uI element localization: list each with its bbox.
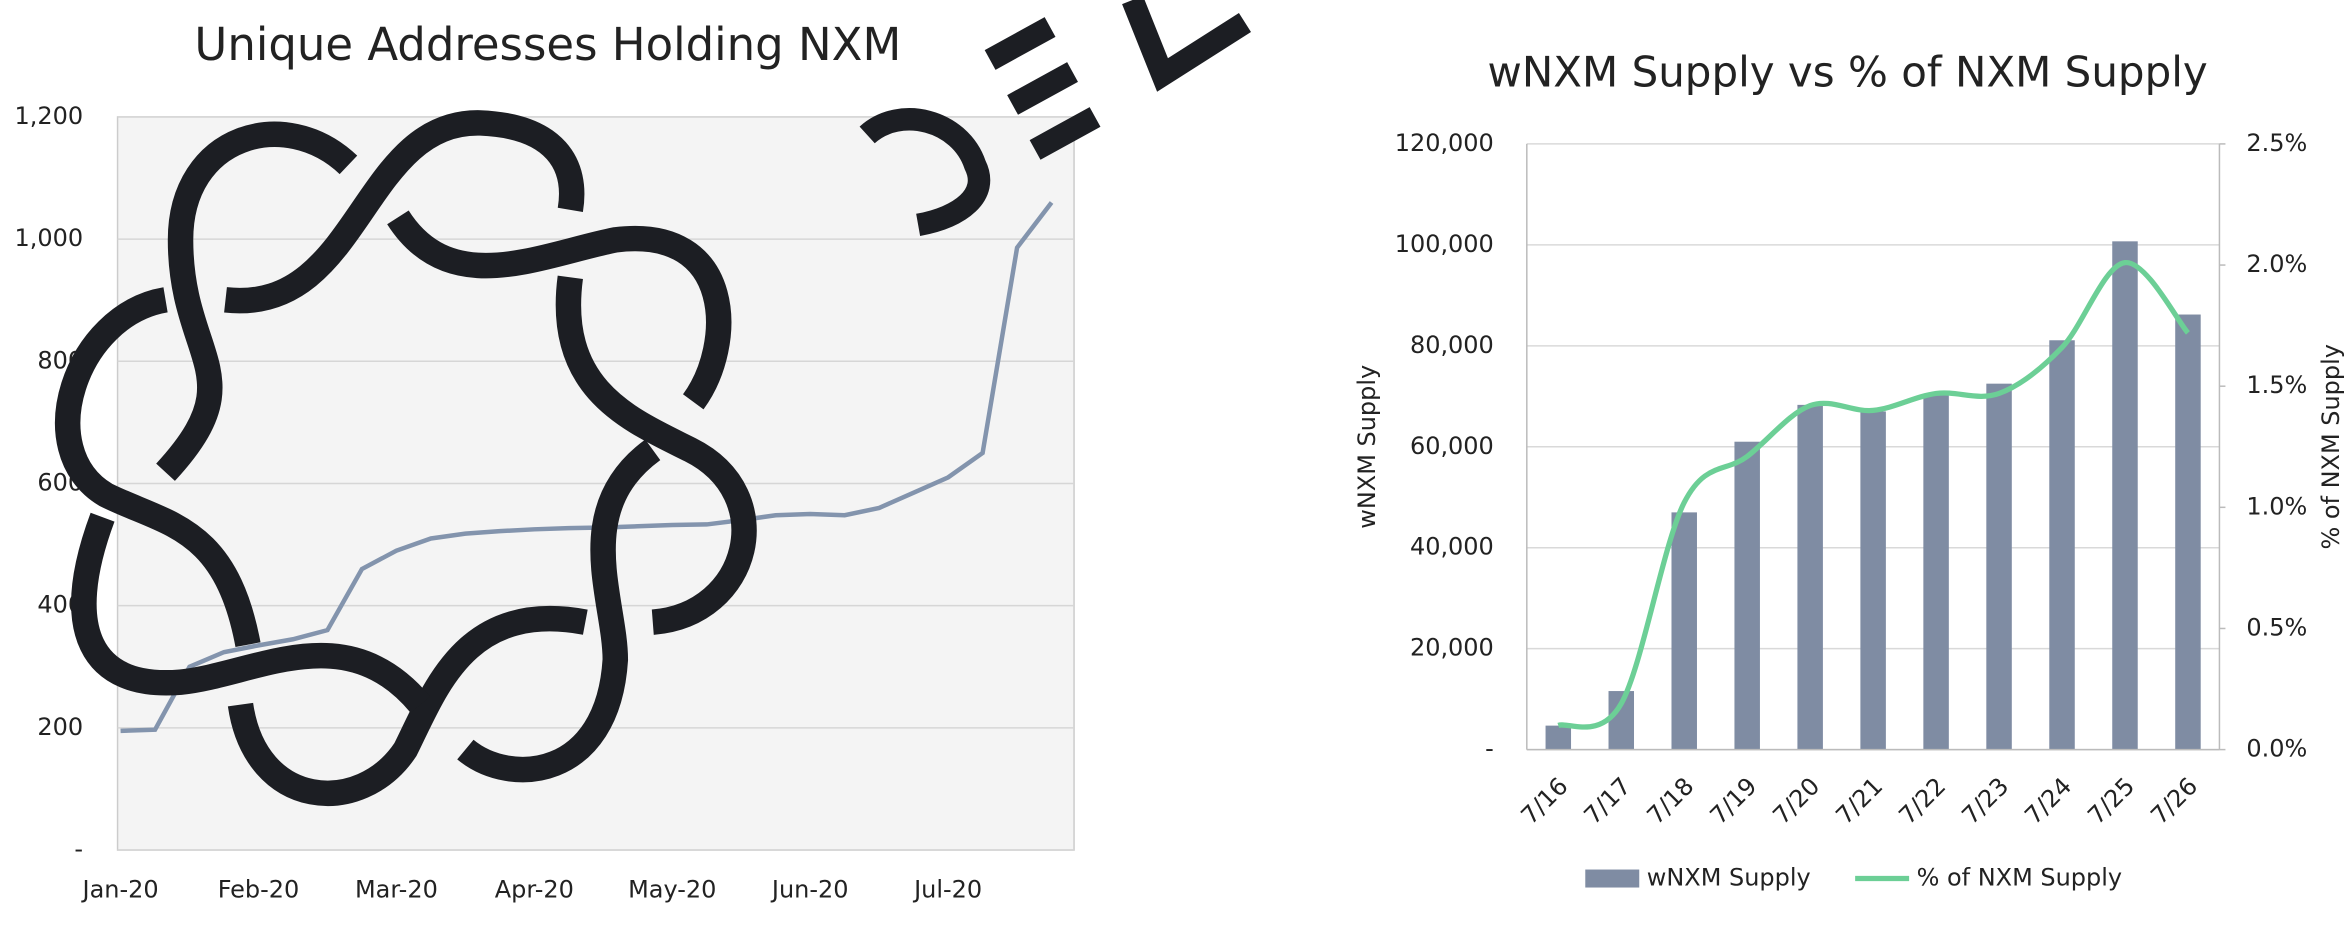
x-tick-label: 7/16 — [1516, 772, 1574, 830]
logo-stroke — [457, 439, 661, 783]
y-tick-label: 200 — [37, 713, 83, 741]
watermark — [859, 0, 1251, 236]
logo-stroke — [71, 512, 431, 714]
y2-tick-label: 1.0% — [2246, 492, 2307, 520]
y2-tick-label: 0.0% — [2246, 735, 2307, 763]
x-tick-label: 7/23 — [1956, 772, 2014, 830]
logo-stroke — [156, 121, 358, 481]
bar — [1986, 383, 2012, 750]
y-tick-label: 1,000 — [14, 224, 83, 252]
x-tick-label: 7/26 — [2145, 772, 2203, 830]
logo — [55, 110, 757, 806]
y2-tick-label: 2.0% — [2246, 250, 2307, 278]
y-tick-label: 20,000 — [1410, 634, 1494, 662]
x-tick-label: 7/19 — [1705, 772, 1763, 830]
y-tick-label: - — [74, 835, 83, 863]
x-tick-label: Mar-20 — [355, 876, 438, 904]
y-tick-label: 40,000 — [1410, 533, 1494, 561]
x-tick-label: Jul-20 — [912, 876, 982, 904]
logo-stroke — [55, 287, 261, 648]
bar — [1860, 411, 1886, 750]
bar — [1734, 441, 1760, 750]
y2-tick-label: 0.5% — [2246, 613, 2307, 641]
x-tick-label: Feb-20 — [218, 876, 300, 904]
y-tick-label: 80,000 — [1410, 331, 1494, 359]
chart-title: Unique Addresses Holding NXM — [194, 18, 901, 71]
y-tick-label: 1,200 — [14, 102, 83, 130]
bar — [1797, 404, 1823, 750]
x-tick-label: Apr-20 — [495, 876, 574, 904]
y2-axis-title: % of NXM Supply — [2317, 344, 2345, 549]
watermark-letter — [859, 108, 991, 236]
x-tick-label: May-20 — [628, 876, 716, 904]
legend-swatch — [1585, 869, 1640, 888]
logo-stroke — [227, 605, 588, 806]
line — [120, 201, 1054, 734]
x-tick-label: Jan-20 — [81, 876, 159, 904]
y-tick-label: - — [1485, 735, 1494, 763]
y2-tick-label: 2.5% — [2246, 129, 2307, 157]
line — [1557, 260, 2191, 730]
x-tick-label: Jun-20 — [770, 876, 849, 904]
bar — [2175, 314, 2201, 750]
x-tick-label: 7/17 — [1579, 772, 1637, 830]
y-tick-label: 60,000 — [1410, 432, 1494, 460]
x-tick-label: 7/24 — [2019, 772, 2077, 830]
bar — [1545, 725, 1572, 750]
x-tick-label: 7/20 — [1767, 772, 1825, 830]
chart-layer: Unique Addresses Holding NXM-20040060080… — [14, 18, 2344, 904]
logo-stroke — [224, 110, 585, 314]
y-tick-label: 100,000 — [1395, 230, 1494, 258]
bar — [1923, 394, 1949, 750]
logo-stroke — [387, 210, 732, 410]
watermark-letter — [984, 17, 1101, 160]
legend-label: wNXM Supply — [1647, 864, 1811, 892]
x-tick-label: 7/21 — [1830, 772, 1888, 830]
watermark-letter — [1122, 0, 1251, 92]
x-tick-label: 7/25 — [2082, 772, 2140, 830]
chart-title: wNXM Supply vs % of NXM Supply — [1488, 47, 2208, 96]
x-tick-label: 7/22 — [1893, 772, 1951, 830]
y2-tick-label: 1.5% — [2246, 371, 2307, 399]
y-axis-title: wNXM Supply — [1353, 365, 1381, 529]
legend-label: % of NXM Supply — [1917, 864, 2122, 892]
bar — [2112, 241, 2138, 750]
y-tick-label: 120,000 — [1395, 129, 1494, 157]
logo-stroke — [555, 275, 757, 635]
bar — [1671, 512, 1697, 750]
x-tick-label: 7/18 — [1642, 772, 1700, 830]
bar — [2049, 340, 2075, 750]
